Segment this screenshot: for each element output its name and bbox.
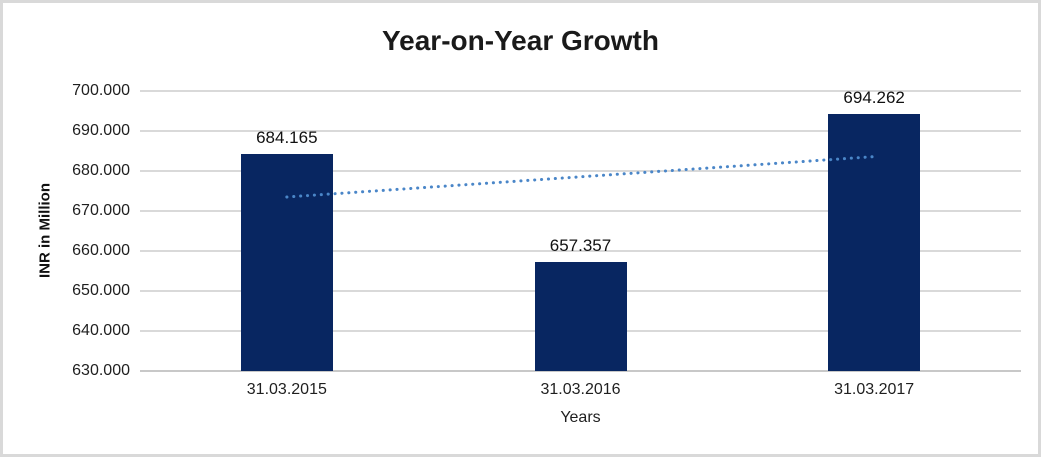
y-tick-label: 640.000 bbox=[72, 322, 130, 339]
chart-title: Year-on-Year Growth bbox=[382, 25, 659, 56]
bar bbox=[534, 261, 627, 371]
x-axis-title: Years bbox=[560, 409, 601, 426]
x-tick-label: 31.03.2016 bbox=[540, 381, 621, 398]
gridline bbox=[140, 130, 1021, 132]
y-tick-label: 650.000 bbox=[72, 282, 130, 299]
gridline bbox=[140, 250, 1021, 252]
y-tick-label: 690.000 bbox=[72, 122, 130, 139]
x-tick-label: 31.03.2017 bbox=[834, 381, 915, 398]
y-tick-label: 660.000 bbox=[72, 242, 130, 259]
bar-value-label: 684.165 bbox=[256, 128, 318, 148]
gridline bbox=[140, 370, 1021, 372]
trendline-dots bbox=[285, 155, 876, 199]
x-tick-label: 31.03.2015 bbox=[246, 381, 327, 398]
y-tick-label: 680.000 bbox=[72, 162, 130, 179]
gridline bbox=[140, 210, 1021, 212]
y-tick-label: 630.000 bbox=[72, 362, 130, 379]
bar-value-label: 694.262 bbox=[843, 87, 905, 107]
y-tick-label: 700.000 bbox=[72, 82, 130, 99]
bar bbox=[828, 113, 921, 371]
bar-value-label: 657.357 bbox=[549, 235, 612, 255]
gridline bbox=[140, 90, 1021, 92]
bar bbox=[240, 154, 333, 371]
y-tick-label: 670.000 bbox=[72, 202, 130, 219]
